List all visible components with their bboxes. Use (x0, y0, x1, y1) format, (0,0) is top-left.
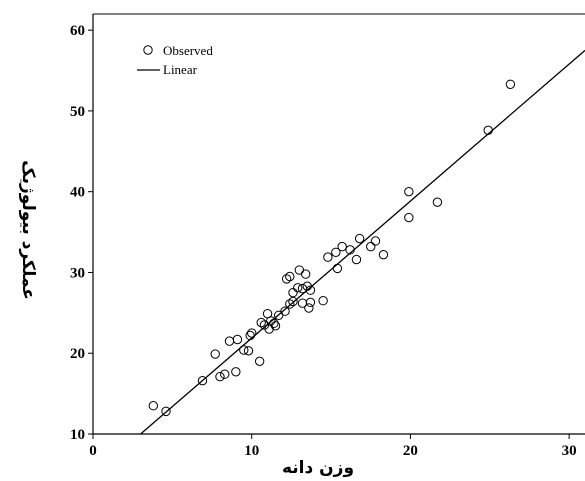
observed-point (245, 330, 255, 341)
observed-point (161, 406, 171, 417)
observed-point (285, 299, 295, 309)
observed-point (285, 271, 295, 282)
points-layer (148, 79, 516, 417)
observed-point (318, 296, 328, 306)
observed-point (304, 303, 314, 313)
y-tick-label: 10 (70, 427, 85, 443)
y-tick-label: 50 (70, 104, 85, 120)
observed-point (505, 79, 516, 89)
observed-point (269, 318, 279, 329)
x-tick-label: 10 (244, 443, 259, 459)
observed-point (337, 241, 347, 252)
observed-point (148, 401, 159, 411)
x-tick-label: 20 (403, 443, 418, 459)
observed-point (345, 245, 355, 255)
legend-observed-marker (143, 45, 153, 55)
observed-point (210, 349, 220, 359)
legend-linear-label: Linear (163, 62, 198, 77)
observed-point (483, 125, 493, 136)
fit-line-layer (140, 49, 585, 435)
observed-point (378, 249, 389, 260)
observed-point (305, 297, 316, 308)
observed-point (270, 321, 281, 331)
y-ticks: 10 20 30 40 50 60 (70, 23, 93, 443)
observed-point (370, 236, 381, 246)
y-tick-label: 60 (70, 23, 85, 39)
observed-point (197, 375, 208, 386)
observed-point (432, 197, 443, 207)
y-tick-label: 20 (70, 346, 85, 362)
y-axis-title: عملکرد بیولوژیک (18, 160, 38, 300)
observed-point (232, 334, 243, 345)
observed-point (332, 263, 343, 274)
x-tick-label: 30 (562, 443, 577, 459)
observed-point (254, 356, 265, 367)
y-tick-label: 40 (70, 185, 85, 201)
observed-point (293, 283, 303, 293)
observed-point (354, 233, 365, 244)
observed-point (331, 247, 341, 257)
observed-point (256, 317, 266, 328)
observed-point (288, 287, 298, 298)
observed-point (305, 285, 316, 295)
x-axis-title: وزن دانه (282, 458, 354, 478)
linear-fit-line (140, 49, 585, 435)
observed-point (243, 346, 254, 356)
observed-point (231, 367, 241, 377)
x-ticks: 0 10 20 30 (89, 434, 577, 459)
observed-point (281, 274, 292, 284)
observed-point (366, 241, 376, 252)
observed-point (323, 252, 333, 262)
observed-point (220, 369, 230, 379)
y-tick-label: 30 (70, 265, 85, 281)
legend-observed-label: Observed (163, 43, 213, 58)
observed-point (266, 316, 276, 326)
observed-point (215, 371, 225, 382)
observed-point (404, 186, 414, 197)
observed-point (247, 328, 257, 338)
observed-point (351, 254, 362, 265)
observed-point (239, 345, 249, 355)
x-tick-label: 0 (89, 443, 97, 459)
observed-point (404, 212, 414, 223)
observed-point (300, 269, 311, 279)
observed-point (280, 306, 290, 316)
legend: Observed Linear (137, 43, 213, 77)
plot-area (93, 14, 585, 434)
